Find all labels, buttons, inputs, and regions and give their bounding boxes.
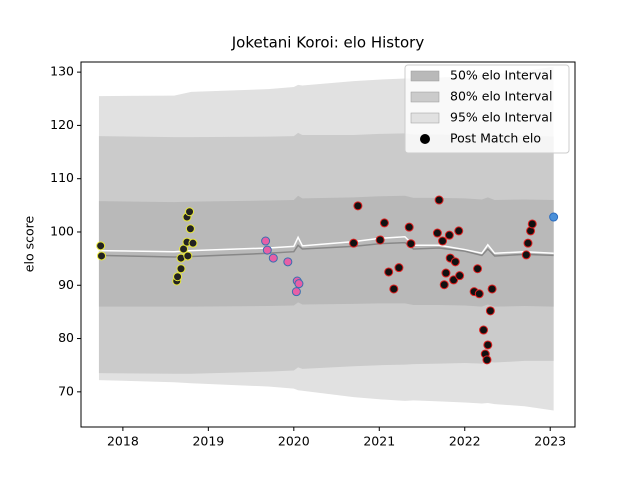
post-match-point [353,201,363,211]
legend-swatch [410,91,440,103]
y-tick-label: 100 [50,223,74,238]
post-match-point [439,280,449,290]
post-match-point [432,228,442,238]
plot-frame [80,61,576,428]
legend-swatch [410,70,440,82]
x-tick-label: 2022 [449,434,481,449]
post-match-point [384,267,394,277]
post-match-point [176,264,186,274]
post-match-point [404,222,414,232]
interval-band [98,195,554,307]
post-match-point [188,238,198,248]
post-match-point [455,271,465,281]
post-match-point [549,212,559,222]
post-match-point [283,257,293,267]
post-match-point [454,226,464,236]
post-match-point [173,272,183,282]
x-tick-label: 2021 [363,434,395,449]
post-match-point [349,238,359,248]
post-match-point [479,325,489,335]
post-match-point [96,241,106,251]
post-match-point [523,238,533,248]
y-tick-label: 90 [58,277,74,292]
post-match-point [449,275,459,285]
post-match-point [474,289,484,299]
legend-label: 80% elo Interval [450,89,552,104]
post-match-point [473,264,483,274]
x-tick-label: 2023 [534,434,566,449]
post-match-point [262,245,272,255]
y-tick-label: 80 [58,330,74,345]
post-match-point [394,263,404,273]
legend-label: Post Match elo [450,131,541,146]
chart-title: Joketani Koroi: elo History [231,34,425,52]
legend-box [404,64,570,154]
post-match-point [441,268,451,278]
post-match-point [185,207,195,217]
post-match-point [261,236,271,246]
y-axis-label: elo score [22,216,37,273]
elo-line [98,235,554,255]
y-tick-label: 120 [50,117,74,132]
post-match-point [434,195,444,205]
post-match-point [268,253,278,263]
legend-label: 50% elo Interval [450,68,552,83]
post-match-point [521,250,531,260]
post-match-point [185,224,195,234]
elo-line [98,241,554,258]
post-match-point [487,284,497,294]
post-match-point [183,251,193,261]
post-match-point [483,340,493,350]
y-tick-label: 130 [50,64,74,79]
post-match-point [179,244,189,254]
post-match-point [485,306,495,316]
x-tick-label: 2019 [192,434,224,449]
x-tick-label: 2020 [278,434,310,449]
post-match-point [450,257,460,267]
legend-marker [420,134,430,144]
post-match-point [375,235,385,245]
post-match-point [379,218,389,228]
post-match-point [291,287,301,297]
post-match-point [406,239,416,249]
y-tick-label: 110 [50,170,74,185]
post-match-point [389,284,399,294]
post-match-point [482,355,492,365]
post-match-point [527,219,537,229]
legend-label: 95% elo Interval [450,110,552,125]
post-match-point [444,230,454,240]
post-match-point [438,236,448,246]
legend-swatch [410,112,440,124]
x-tick-label: 2018 [107,434,139,449]
y-tick-label: 70 [58,383,74,398]
post-match-point [294,279,304,289]
post-match-point [97,251,107,261]
